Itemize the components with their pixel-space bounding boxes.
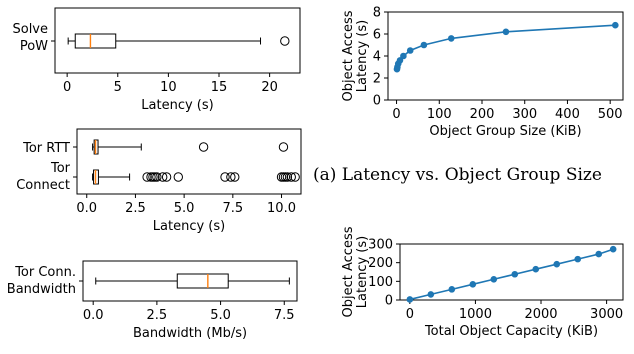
line-chart-1-point xyxy=(553,260,561,268)
box-chart-2-xlabel: Bandwidth (Mb/s) xyxy=(133,326,247,341)
box-iqr xyxy=(74,33,117,49)
box-outlier xyxy=(230,172,240,182)
line-chart-1-point xyxy=(532,265,540,273)
box-outlier xyxy=(286,172,296,182)
line-chart-1-point xyxy=(595,250,603,258)
line-chart-0-xtick-label: 400 xyxy=(555,107,580,122)
box-chart-1-xtick-label: 7.5 xyxy=(222,201,243,216)
box-outlier xyxy=(280,36,290,46)
line-chart-1-ylabel-line: Object Access xyxy=(341,226,356,317)
line-chart-1-xtick-label: 2000 xyxy=(524,307,557,322)
line-chart-1-point xyxy=(406,296,414,303)
box-chart-1-category-label: Connect xyxy=(16,178,70,193)
line-chart-0-point xyxy=(502,28,510,36)
box-chart-2-xtick-label: 2.5 xyxy=(147,308,168,323)
line-chart-1-point xyxy=(490,275,498,283)
box-outlier xyxy=(173,172,183,182)
line-chart-1-ytick-label: 200 xyxy=(368,256,393,271)
line-chart-1-ytick-label: 0 xyxy=(385,294,393,309)
line-chart-0-xlabel: Object Group Size (KiB) xyxy=(429,124,581,139)
line-chart-0-point xyxy=(420,41,428,49)
box-chart-1-category-label: Tor RTT xyxy=(22,141,70,156)
box-outlier xyxy=(161,172,172,182)
line-chart-1-xtick-label: 3000 xyxy=(590,307,623,322)
line-chart-0-frame xyxy=(387,11,624,101)
line-chart-1-frame xyxy=(399,243,624,301)
line-chart-1-xtick-label: 0 xyxy=(406,307,414,322)
box-outlier xyxy=(282,172,293,182)
box-chart-1-xtick-label: 5.0 xyxy=(174,201,195,216)
box-chart-0-xtick-label: 5 xyxy=(114,80,122,95)
box-chart-0-xtick-label: 15 xyxy=(211,80,228,95)
line-chart-1-point xyxy=(448,286,456,293)
line-chart-1-ylabel-line: Latency (s) xyxy=(355,236,370,308)
line-chart-0-xtick-label: 100 xyxy=(427,107,452,122)
line-chart-0-xtick-label: 200 xyxy=(470,107,495,122)
box-outlier xyxy=(142,172,152,182)
line-chart-0-point xyxy=(447,35,455,42)
line-chart-0-ylabel-line: Latency (s) xyxy=(355,20,370,92)
box-chart-1-xtick-label: 10.0 xyxy=(267,201,296,216)
line-chart-0-ytick-label: 4 xyxy=(373,50,381,65)
box-chart-0-category-label: PoW xyxy=(20,39,48,54)
box-chart-0-xtick-label: 0 xyxy=(63,80,71,95)
box-chart-1-xtick-label: 2.5 xyxy=(125,201,146,216)
box-outlier xyxy=(152,172,162,182)
line-chart-0-point xyxy=(400,52,407,60)
line-chart-0-ytick-label: 8 xyxy=(373,6,381,21)
box-chart-0-xtick-label: 10 xyxy=(160,80,177,95)
line-chart-1-xtick-label: 1000 xyxy=(459,307,492,322)
line-chart-0-ylabel-line: Object Access xyxy=(341,10,356,101)
box-outlier xyxy=(158,172,168,182)
box-outlier xyxy=(198,142,209,152)
line-chart-0-ytick-label: 6 xyxy=(373,28,381,43)
box-chart-2-category-label: Bandwidth xyxy=(7,282,76,297)
box-chart-0-xtick-label: 20 xyxy=(261,80,278,95)
line-chart-1-point xyxy=(511,270,519,278)
line-chart-0-ytick-label: 2 xyxy=(373,72,381,87)
box-chart-1-frame xyxy=(76,128,302,195)
figure-caption: (a) Latency vs. Object Group Size xyxy=(313,165,602,185)
line-chart-0-ytick-label: 0 xyxy=(373,94,381,109)
box-chart-2-category-label: Tor Conn. xyxy=(14,265,76,280)
line-chart-1-ylabel: Object AccessLatency (s) xyxy=(341,226,370,317)
line-chart-1-point xyxy=(609,245,617,253)
box-outlier xyxy=(226,172,236,182)
box-chart-1-category-label: Tor xyxy=(50,161,71,176)
box-chart-2-xtick-label: 7.5 xyxy=(274,308,295,323)
box-outlier xyxy=(220,172,230,182)
line-chart-0-point xyxy=(406,47,414,54)
box-iqr xyxy=(176,273,229,289)
box-chart-0-xlabel: Latency (s) xyxy=(141,98,213,113)
line-chart-0-ylabel: Object AccessLatency (s) xyxy=(341,10,370,101)
line-chart-1-point xyxy=(469,281,477,288)
box-chart-2-xtick-label: 5.0 xyxy=(210,308,231,323)
box-chart-2-xtick-label: 0.0 xyxy=(83,308,104,323)
box-chart-1-xtick-label: 0.0 xyxy=(76,201,97,216)
box-outlier xyxy=(278,142,289,152)
box-chart-0-category-label: Solve xyxy=(12,22,48,37)
line-chart-1-point xyxy=(574,255,582,263)
box-outlier xyxy=(290,172,300,182)
box-chart-1-xlabel: Latency (s) xyxy=(153,219,225,234)
line-chart-0-point xyxy=(612,21,619,29)
line-chart-0-xtick-label: 500 xyxy=(598,107,623,122)
line-chart-0-xtick-label: 300 xyxy=(512,107,537,122)
line-chart-1-point xyxy=(427,291,435,298)
line-chart-0-xtick-label: 0 xyxy=(392,107,400,122)
line-chart-1-ytick-label: 300 xyxy=(368,238,393,253)
line-chart-1-xlabel: Total Object Capacity (KiB) xyxy=(424,324,598,339)
line-chart-1-ytick-label: 100 xyxy=(368,275,393,290)
